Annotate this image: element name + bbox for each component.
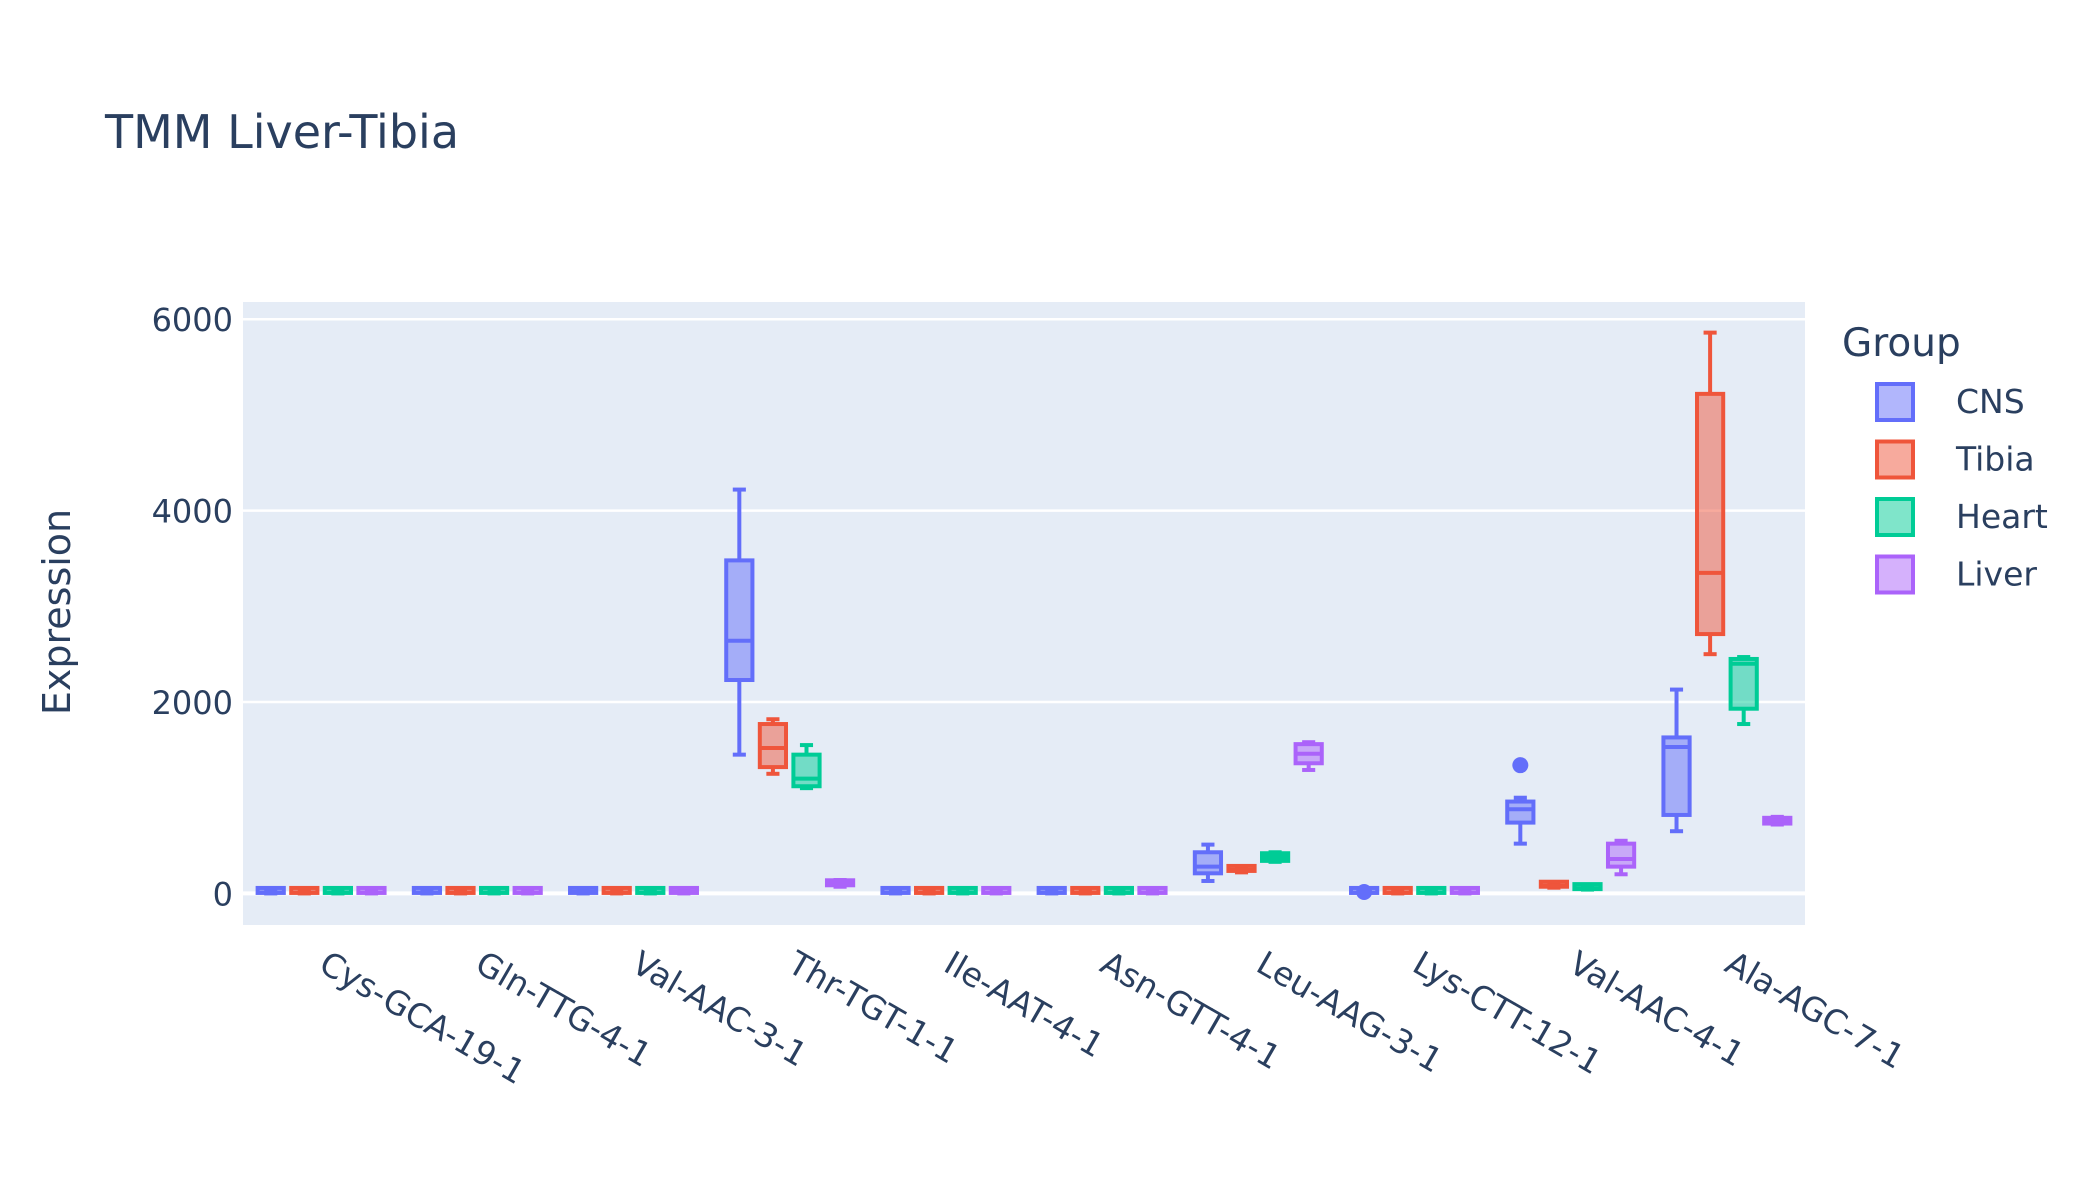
box-heart[interactable] <box>322 885 353 896</box>
box-cns[interactable] <box>1036 885 1067 896</box>
y-tick-label: 6000 <box>152 301 233 339</box>
y-tick-label: 0 <box>213 875 233 913</box>
legend-label: CNS <box>1956 382 2025 421</box>
legend[interactable]: Group CNS Tibia Heart Liver <box>1842 321 2048 595</box>
box-cns[interactable] <box>724 487 755 757</box>
legend-item-cns[interactable]: CNS <box>1875 382 2025 422</box>
outlier-point[interactable] <box>1356 883 1373 900</box>
box-cns[interactable] <box>1505 757 1536 846</box>
box-liver[interactable] <box>356 885 387 896</box>
plot-area <box>243 302 1805 925</box>
box-tibia[interactable] <box>757 717 789 776</box>
box-cns[interactable] <box>568 885 599 896</box>
legend-swatch <box>1875 439 1915 480</box>
box-heart[interactable] <box>791 743 822 791</box>
box-liver[interactable] <box>1762 814 1793 827</box>
box-heart[interactable] <box>478 885 510 896</box>
box-cns[interactable] <box>1349 883 1380 900</box>
box-tibia[interactable] <box>1382 885 1413 896</box>
legend-label: Tibia <box>1955 440 2035 479</box>
box-cns[interactable] <box>880 885 911 896</box>
box-liver[interactable] <box>1605 838 1637 877</box>
box-liver[interactable] <box>668 885 699 896</box>
box-liver[interactable] <box>981 885 1012 896</box>
box-cns[interactable] <box>1192 842 1224 883</box>
box-heart[interactable] <box>1416 885 1447 896</box>
box-liver[interactable] <box>1293 740 1324 772</box>
box-tibia[interactable] <box>289 885 320 896</box>
x-tick-label: Thr-TGT-1-1 <box>781 943 965 1072</box>
x-tick-label: Ala-AGC-7-1 <box>1719 943 1911 1077</box>
legend-item-tibia[interactable]: Tibia <box>1875 439 2035 480</box>
box-heart[interactable] <box>1259 850 1291 864</box>
outlier-point[interactable] <box>1512 757 1529 774</box>
box-tibia[interactable] <box>914 885 945 896</box>
box-liver[interactable] <box>824 878 856 889</box>
box-liver[interactable] <box>512 885 543 896</box>
box-heart[interactable] <box>947 885 978 896</box>
x-tick-label: Val-AAC-3-1 <box>626 943 814 1074</box>
y-tick-label: 2000 <box>152 684 233 722</box>
legend-swatch <box>1875 554 1915 595</box>
box-heart[interactable] <box>1572 882 1603 892</box>
legend-item-liver[interactable]: Liver <box>1875 554 2037 595</box>
y-axis-label: Expression <box>35 509 79 715</box>
y-axis-ticks: 0 2000 4000 6000 <box>152 301 233 913</box>
box-cns[interactable] <box>255 885 286 896</box>
box-tibia[interactable] <box>601 885 632 896</box>
box-tibia[interactable] <box>445 885 476 896</box>
legend-title: Group <box>1842 321 1961 366</box>
box-liver[interactable] <box>1137 885 1168 896</box>
legend-label: Liver <box>1956 555 2037 594</box>
legend-label: Heart <box>1956 497 2048 536</box>
box-tibia[interactable] <box>1695 330 1726 657</box>
box-tibia[interactable] <box>1538 879 1570 890</box>
box-cns[interactable] <box>1661 687 1692 834</box>
x-axis-ticks: Cys-GCA-19-1Gln-TTG-4-1Val-AAC-3-1Thr-TG… <box>313 943 1911 1092</box>
box-liver[interactable] <box>1449 885 1480 896</box>
box-tibia[interactable] <box>1070 885 1101 896</box>
box-cns[interactable] <box>411 885 443 896</box>
box-heart[interactable] <box>1728 655 1759 727</box>
box-heart[interactable] <box>1103 885 1134 896</box>
legend-swatch <box>1875 497 1915 537</box>
legend-swatch <box>1875 382 1915 422</box>
box-tibia[interactable] <box>1226 863 1257 875</box>
chart-title: TMM Liver-Tibia <box>104 105 459 159</box>
x-tick-label: Ile-AAT-4-1 <box>938 943 1111 1065</box>
box-heart[interactable] <box>635 885 666 896</box>
y-tick-label: 4000 <box>152 493 233 531</box>
boxes <box>255 330 1793 900</box>
legend-item-heart[interactable]: Heart <box>1875 497 2048 537</box>
